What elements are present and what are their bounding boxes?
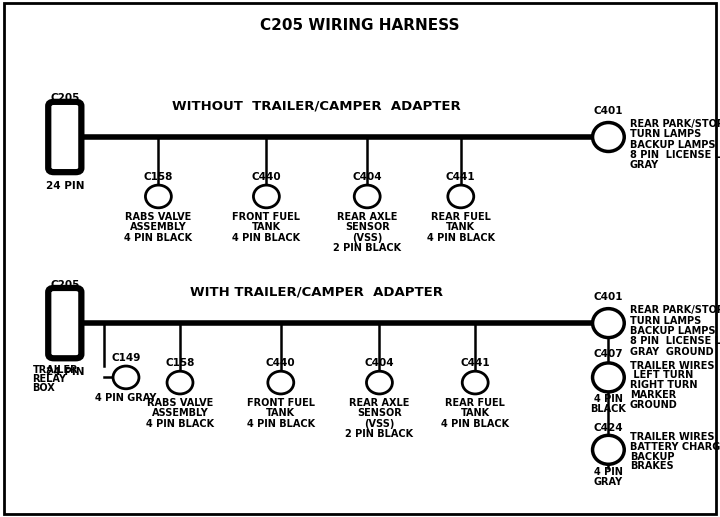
Ellipse shape — [113, 366, 139, 389]
Text: 24 PIN: 24 PIN — [45, 367, 84, 377]
Text: GRAY  GROUND: GRAY GROUND — [630, 346, 714, 357]
Text: BATTERY CHARGE: BATTERY CHARGE — [630, 442, 720, 452]
Text: C441: C441 — [446, 172, 476, 182]
Text: C205: C205 — [50, 94, 79, 103]
Ellipse shape — [593, 309, 624, 338]
Ellipse shape — [448, 185, 474, 208]
Ellipse shape — [593, 363, 624, 392]
Text: ASSEMBLY: ASSEMBLY — [130, 222, 186, 232]
Text: BACKUP: BACKUP — [630, 451, 675, 462]
Text: REAR AXLE: REAR AXLE — [337, 212, 397, 222]
Text: REAR AXLE: REAR AXLE — [349, 398, 410, 408]
Text: 4 PIN BLACK: 4 PIN BLACK — [125, 233, 192, 242]
Text: WITHOUT  TRAILER/CAMPER  ADAPTER: WITHOUT TRAILER/CAMPER ADAPTER — [172, 99, 462, 113]
Text: REAR PARK/STOP: REAR PARK/STOP — [630, 305, 720, 315]
Ellipse shape — [593, 435, 624, 464]
Text: LEFT TURN: LEFT TURN — [630, 370, 693, 381]
Text: TURN LAMPS: TURN LAMPS — [630, 129, 701, 140]
Text: C440: C440 — [251, 172, 282, 182]
Ellipse shape — [354, 185, 380, 208]
Text: GRAY: GRAY — [594, 477, 623, 486]
Text: 4 PIN BLACK: 4 PIN BLACK — [233, 233, 300, 242]
Text: 2 PIN BLACK: 2 PIN BLACK — [346, 429, 413, 439]
Text: TRAILER WIRES: TRAILER WIRES — [630, 360, 714, 371]
Text: 4 PIN BLACK: 4 PIN BLACK — [146, 419, 214, 429]
Text: RABS VALVE: RABS VALVE — [125, 212, 192, 222]
Ellipse shape — [167, 371, 193, 394]
Text: TANK: TANK — [252, 222, 281, 232]
Text: 4 PIN GRAY: 4 PIN GRAY — [95, 393, 157, 403]
Text: C404: C404 — [364, 358, 395, 368]
Text: TRAILER: TRAILER — [32, 364, 78, 375]
Text: RELAY: RELAY — [32, 374, 66, 384]
Text: REAR FUEL: REAR FUEL — [431, 212, 491, 222]
Text: MARKER: MARKER — [630, 390, 676, 400]
Text: BACKUP LAMPS: BACKUP LAMPS — [630, 326, 716, 336]
Ellipse shape — [145, 185, 171, 208]
Ellipse shape — [253, 185, 279, 208]
Text: SENSOR: SENSOR — [345, 222, 390, 232]
Text: C401: C401 — [594, 293, 623, 302]
Text: FRONT FUEL: FRONT FUEL — [247, 398, 315, 408]
Text: GRAY: GRAY — [630, 160, 659, 171]
Text: 8 PIN  LICENSE LAMPS: 8 PIN LICENSE LAMPS — [630, 336, 720, 346]
Text: 4 PIN BLACK: 4 PIN BLACK — [247, 419, 315, 429]
Ellipse shape — [593, 123, 624, 151]
Text: ASSEMBLY: ASSEMBLY — [152, 408, 208, 418]
Text: C424: C424 — [593, 423, 624, 433]
Text: 4 PIN: 4 PIN — [594, 394, 623, 404]
Text: C440: C440 — [266, 358, 296, 368]
Text: RIGHT TURN: RIGHT TURN — [630, 380, 698, 390]
Text: GROUND: GROUND — [630, 400, 678, 410]
Text: BRAKES: BRAKES — [630, 461, 674, 472]
Text: 4 PIN BLACK: 4 PIN BLACK — [427, 233, 495, 242]
Text: 24 PIN: 24 PIN — [45, 181, 84, 191]
Text: 2 PIN BLACK: 2 PIN BLACK — [333, 243, 401, 253]
Text: TANK: TANK — [446, 222, 475, 232]
Text: C158: C158 — [144, 172, 173, 182]
Text: REAR PARK/STOP: REAR PARK/STOP — [630, 119, 720, 129]
Text: 4 PIN BLACK: 4 PIN BLACK — [441, 419, 509, 429]
Text: C441: C441 — [460, 358, 490, 368]
FancyBboxPatch shape — [48, 288, 81, 358]
Text: WITH TRAILER/CAMPER  ADAPTER: WITH TRAILER/CAMPER ADAPTER — [190, 285, 444, 299]
Ellipse shape — [462, 371, 488, 394]
Text: 8 PIN  LICENSE LAMPS: 8 PIN LICENSE LAMPS — [630, 150, 720, 160]
Text: BOX: BOX — [32, 383, 55, 393]
Text: C149: C149 — [112, 353, 140, 363]
Text: BACKUP LAMPS: BACKUP LAMPS — [630, 140, 716, 150]
Text: C404: C404 — [352, 172, 382, 182]
Text: TRAILER WIRES: TRAILER WIRES — [630, 432, 714, 442]
FancyBboxPatch shape — [48, 102, 81, 172]
Text: C401: C401 — [594, 107, 623, 116]
Text: (VSS): (VSS) — [352, 233, 382, 242]
Text: TURN LAMPS: TURN LAMPS — [630, 315, 701, 326]
Text: TANK: TANK — [266, 408, 295, 418]
Ellipse shape — [366, 371, 392, 394]
Text: C407: C407 — [593, 349, 624, 359]
Text: SENSOR: SENSOR — [357, 408, 402, 418]
Text: 4 PIN: 4 PIN — [594, 467, 623, 477]
Text: C205 WIRING HARNESS: C205 WIRING HARNESS — [260, 18, 460, 33]
Text: REAR FUEL: REAR FUEL — [445, 398, 505, 408]
Text: BLACK: BLACK — [590, 404, 626, 414]
Text: TANK: TANK — [461, 408, 490, 418]
Ellipse shape — [268, 371, 294, 394]
Text: (VSS): (VSS) — [364, 419, 395, 429]
Text: C205: C205 — [50, 280, 79, 290]
Text: C158: C158 — [166, 358, 194, 368]
Text: FRONT FUEL: FRONT FUEL — [233, 212, 300, 222]
Text: RABS VALVE: RABS VALVE — [147, 398, 213, 408]
